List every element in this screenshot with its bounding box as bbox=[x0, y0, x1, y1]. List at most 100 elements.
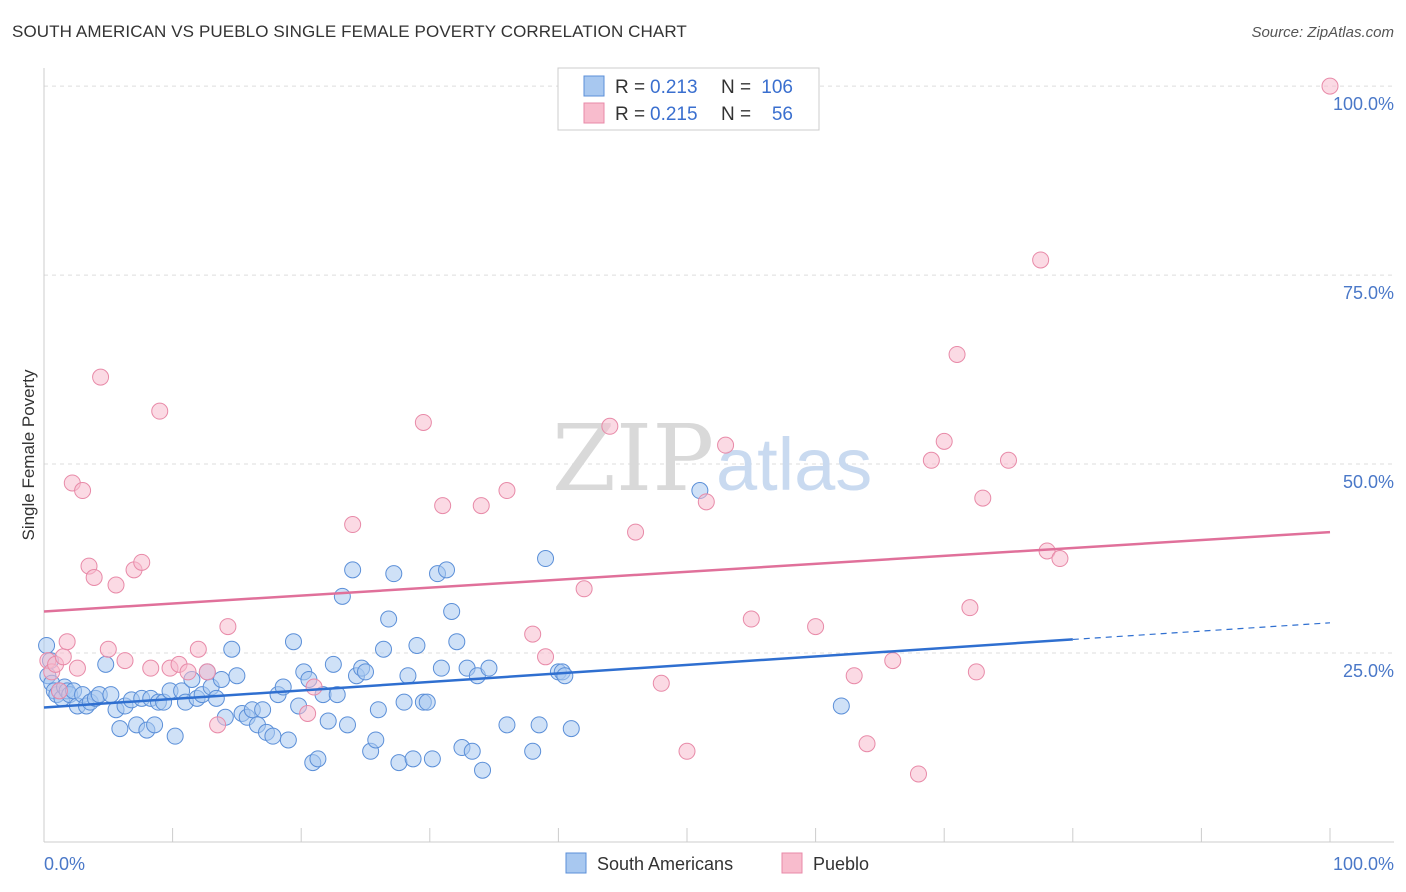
south-americans-point bbox=[344, 561, 362, 579]
bottom-legend-swatch-pueblo bbox=[781, 852, 803, 874]
pueblo-point bbox=[678, 742, 696, 760]
pueblo-point bbox=[575, 580, 593, 598]
pueblo-point bbox=[344, 516, 362, 534]
south-americans-point bbox=[166, 727, 184, 745]
south-americans-point bbox=[404, 750, 422, 768]
south-americans-point bbox=[328, 686, 346, 704]
pueblo-point bbox=[922, 451, 940, 469]
south-americans-point bbox=[438, 561, 456, 579]
pueblo-point bbox=[697, 493, 715, 511]
legend-n-label: N = bbox=[721, 104, 751, 125]
pueblo-point bbox=[1032, 251, 1050, 269]
pueblo-point bbox=[209, 716, 227, 734]
south-americans-point bbox=[367, 731, 385, 749]
south-americans-point bbox=[146, 716, 164, 734]
south-americans-point bbox=[474, 761, 492, 779]
pueblo-point bbox=[967, 663, 985, 681]
pueblo-point bbox=[133, 553, 151, 571]
pueblo-point bbox=[498, 482, 516, 500]
bottom-legend-swatch-south-americans bbox=[565, 852, 587, 874]
pueblo-point bbox=[299, 705, 317, 722]
pueblo-point bbox=[189, 640, 207, 658]
south-americans-point bbox=[443, 602, 461, 620]
south-americans-point bbox=[423, 750, 441, 768]
pueblo-point bbox=[68, 659, 86, 677]
south-americans-point bbox=[207, 689, 225, 707]
south-americans-point bbox=[463, 742, 481, 760]
x-tick-label: 0.0% bbox=[44, 854, 85, 874]
x-axis-ticks bbox=[172, 828, 1331, 842]
page-title: SOUTH AMERICAN VS PUEBLO SINGLE FEMALE P… bbox=[12, 22, 687, 41]
pueblo-point bbox=[92, 368, 110, 386]
south-americans-point bbox=[223, 640, 241, 658]
bottom-legend-label: South Americans bbox=[597, 854, 733, 874]
pueblo-point bbox=[858, 735, 876, 753]
pueblo-point bbox=[627, 523, 645, 541]
grid-lines bbox=[44, 85, 1394, 654]
pueblo-point bbox=[414, 413, 432, 431]
pueblo-point bbox=[1051, 550, 1069, 568]
south-americans-point bbox=[264, 727, 282, 745]
pueblo-point bbox=[652, 674, 670, 692]
pueblo-trend-line bbox=[43, 530, 1331, 613]
pueblo-point bbox=[1321, 77, 1339, 95]
pueblo-point bbox=[142, 659, 160, 677]
south-americans-point bbox=[375, 640, 393, 658]
south-americans-trend-line bbox=[43, 638, 1073, 709]
pueblo-point bbox=[74, 482, 92, 500]
south-americans-point bbox=[832, 697, 850, 715]
south-americans-point bbox=[395, 693, 413, 711]
pueblo-point bbox=[601, 417, 619, 435]
pueblo-point bbox=[179, 663, 197, 681]
pueblo-point bbox=[198, 663, 216, 681]
y-tick-label: 25.0% bbox=[1343, 661, 1394, 681]
south-americans-point bbox=[432, 659, 450, 677]
south-americans-point bbox=[380, 610, 398, 628]
bottom-legend: South Americans Pueblo bbox=[565, 852, 869, 874]
south-americans-point bbox=[228, 667, 246, 685]
bottom-legend-label: Pueblo bbox=[813, 854, 869, 874]
pueblo-point bbox=[909, 765, 927, 783]
pueblo-points bbox=[39, 77, 1339, 783]
south-americans-point bbox=[284, 633, 302, 651]
y-tick-label: 100.0% bbox=[1333, 94, 1394, 114]
south-americans-point bbox=[418, 693, 436, 711]
pueblo-point bbox=[884, 652, 902, 670]
south-americans-point bbox=[38, 636, 56, 654]
south-americans-point bbox=[111, 720, 129, 738]
south-americans-trend-extension bbox=[1072, 622, 1331, 641]
south-americans-point bbox=[530, 716, 548, 734]
south-americans-point bbox=[408, 636, 426, 654]
pueblo-point bbox=[219, 618, 237, 636]
pueblo-point bbox=[50, 682, 68, 700]
pueblo-point bbox=[107, 576, 125, 594]
south-americans-point bbox=[309, 750, 327, 768]
south-americans-point bbox=[399, 667, 417, 685]
south-americans-point bbox=[562, 720, 580, 738]
south-americans-point bbox=[102, 686, 120, 704]
watermark-atlas: atlas bbox=[716, 423, 872, 506]
pueblo-point bbox=[54, 648, 72, 666]
y-tick-label: 50.0% bbox=[1343, 472, 1394, 492]
south-americans-point bbox=[324, 655, 342, 673]
y-tick-label: 75.0% bbox=[1343, 283, 1394, 303]
south-americans-point bbox=[448, 633, 466, 651]
x-tick-label: 100.0% bbox=[1333, 854, 1394, 874]
pueblo-point bbox=[935, 432, 953, 450]
pueblo-point bbox=[742, 610, 760, 628]
south-americans-point bbox=[537, 550, 555, 568]
south-americans-point bbox=[319, 712, 337, 730]
source-label: Source: ZipAtlas.com bbox=[1251, 24, 1394, 41]
south-americans-point bbox=[338, 716, 356, 734]
south-americans-point bbox=[333, 587, 351, 605]
pueblo-point bbox=[1000, 451, 1017, 469]
legend-r-value: 0.215 bbox=[650, 104, 698, 125]
x-tick-labels: 0.0% 100.0% bbox=[44, 854, 1394, 874]
south-americans-point bbox=[212, 670, 230, 688]
south-americans-point bbox=[369, 701, 387, 719]
pueblo-point bbox=[807, 618, 825, 636]
pueblo-point bbox=[151, 402, 169, 420]
south-americans-point bbox=[498, 716, 516, 734]
legend-swatch-pueblo bbox=[583, 102, 605, 124]
legend-n-label: N = bbox=[721, 77, 751, 98]
